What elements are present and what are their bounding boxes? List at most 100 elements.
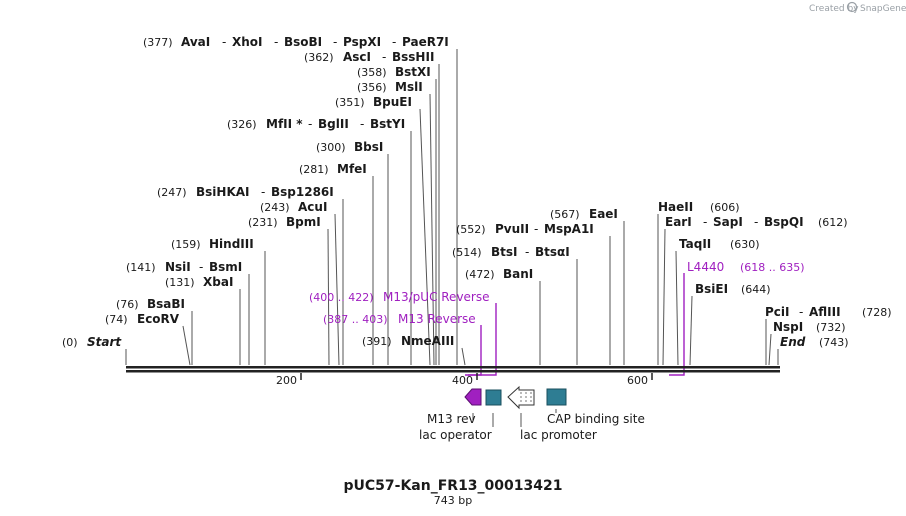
leader-line <box>662 228 666 366</box>
enzyme-name[interactable]: XhoI <box>232 35 263 49</box>
enzyme-name[interactable]: TaqII <box>679 237 711 251</box>
enzyme-name[interactable]: BanI <box>503 267 533 281</box>
cut-position: (514) <box>452 246 482 259</box>
enzyme-name[interactable]: MslI <box>395 80 423 94</box>
cut-position: (326) <box>227 118 257 131</box>
separator: - <box>261 185 265 199</box>
cut-position: (159) <box>171 238 201 251</box>
backbone-bottom-strand <box>126 370 780 373</box>
primer-name[interactable]: L4440 <box>687 260 724 274</box>
separator: - <box>199 260 203 274</box>
separator: - <box>360 117 364 131</box>
cut-position: (74) <box>105 313 128 326</box>
snapgene-logo-icon <box>846 1 858 13</box>
separator: - <box>382 50 386 64</box>
tick-label: 400 <box>452 374 473 387</box>
primer-range: (387 .. 403) <box>323 313 388 326</box>
enzyme-name[interactable]: PciI <box>765 305 790 319</box>
enzyme-name[interactable]: EarI <box>665 215 692 229</box>
separator: - <box>274 35 278 49</box>
enzyme-name[interactable]: EcoRV <box>137 312 180 326</box>
enzyme-name[interactable]: BpmI <box>286 215 321 229</box>
enzyme-name[interactable]: BpuEI <box>373 95 412 109</box>
enzyme-name[interactable]: NspI <box>773 320 803 334</box>
cut-position: (391) <box>362 335 392 348</box>
separator: - <box>799 305 803 319</box>
cap-binding-site-box[interactable] <box>546 388 567 406</box>
enzyme-name[interactable]: HaeII <box>658 200 693 214</box>
cut-position: (141) <box>126 261 156 274</box>
feature-label-lac-operator: lac operator <box>419 428 492 442</box>
enzyme-name[interactable]: BtsαI <box>535 245 570 259</box>
primer-range: (400 .. 422) <box>309 291 374 304</box>
leader-line <box>429 93 435 366</box>
separator: - <box>525 245 529 259</box>
cut-position: (728) <box>862 306 892 319</box>
separator: - <box>308 117 312 131</box>
lac-operator-box[interactable] <box>485 389 502 406</box>
primer-name[interactable]: M13/pUC Reverse <box>383 290 490 304</box>
cut-position: (644) <box>741 283 771 296</box>
enzyme-name[interactable]: NsiI <box>165 260 191 274</box>
enzyme-name[interactable]: PspXI <box>343 35 381 49</box>
separator: - <box>534 222 538 236</box>
enzyme-name[interactable]: BbsI <box>354 140 383 154</box>
cut-position: (131) <box>165 276 195 289</box>
credit-text: Created by <box>809 4 859 14</box>
primer-bracket <box>669 273 685 376</box>
cut-position: (552) <box>456 223 486 236</box>
separator: - <box>754 215 758 229</box>
enzyme-name[interactable]: BtsI <box>491 245 518 259</box>
leader-line <box>334 213 340 366</box>
map-title: pUC57-Kan_FR13_00013421 <box>344 478 563 494</box>
enzyme-name[interactable]: BsaBI <box>147 297 185 311</box>
enzyme-name[interactable]: NmeAIII <box>401 334 454 348</box>
cut-position: (743) <box>819 336 849 349</box>
enzyme-name[interactable]: MfII * <box>266 117 303 131</box>
feature-label-cap-binding-site: CAP binding site <box>547 412 645 426</box>
enzyme-name[interactable]: BglII <box>318 117 349 131</box>
cut-site-leaders <box>125 49 779 366</box>
enzyme-name[interactable]: EaeI <box>589 207 618 221</box>
enzyme-name[interactable]: PaeR7I <box>402 35 449 49</box>
enzyme-name[interactable]: XbaI <box>203 275 233 289</box>
enzyme-name[interactable]: BstYI <box>370 117 405 131</box>
enzyme-name[interactable]: BsiHKAI <box>196 185 250 199</box>
enzyme-name[interactable]: AflIII <box>809 305 841 319</box>
cut-position: (231) <box>248 216 278 229</box>
primer-range: (618 .. 635) <box>740 261 805 274</box>
enzyme-name[interactable]: HindIII <box>209 237 254 251</box>
cut-position: (243) <box>260 201 290 214</box>
cut-position: (472) <box>465 268 495 281</box>
enzyme-name[interactable]: BspQI <box>764 215 804 229</box>
cut-position: (358) <box>357 66 387 79</box>
enzyme-name[interactable]: BsmI <box>209 260 242 274</box>
enzyme-name[interactable]: BsoBI <box>284 35 322 49</box>
enzyme-name[interactable]: BssHII <box>392 50 434 64</box>
enzyme-name[interactable]: Bsp1286I <box>271 185 334 199</box>
enzyme-name[interactable]: BstXI <box>395 65 431 79</box>
enzyme-name[interactable]: AvaI <box>181 35 210 49</box>
leader-line <box>675 250 679 366</box>
feature-label-m13-rev: M13 rev <box>427 412 476 426</box>
primer-bracket <box>468 325 482 376</box>
enzyme-name[interactable]: AcuI <box>298 200 327 214</box>
enzyme-name[interactable]: BsiEI <box>695 282 728 296</box>
enzyme-name[interactable]: MspA1I <box>544 222 594 236</box>
cut-position: (351) <box>335 96 365 109</box>
enzyme-name[interactable]: SapI <box>713 215 743 229</box>
cut-position: (567) <box>550 208 580 221</box>
enzyme-name[interactable]: AscI <box>343 50 371 64</box>
separator: - <box>222 35 226 49</box>
leader-line <box>768 333 772 366</box>
m13-rev-arrow[interactable] <box>464 388 482 406</box>
cut-position: (76) <box>116 298 139 311</box>
primer-name[interactable]: M13 Reverse <box>398 312 476 326</box>
cut-position: (362) <box>304 51 334 64</box>
enzyme-name[interactable]: PvuII <box>495 222 529 236</box>
sequence-backbone <box>126 366 780 373</box>
enzyme-name[interactable]: MfeI <box>337 162 367 176</box>
primer-brackets <box>465 273 685 376</box>
cut-position: (300) <box>316 141 346 154</box>
leader-line <box>689 295 693 366</box>
